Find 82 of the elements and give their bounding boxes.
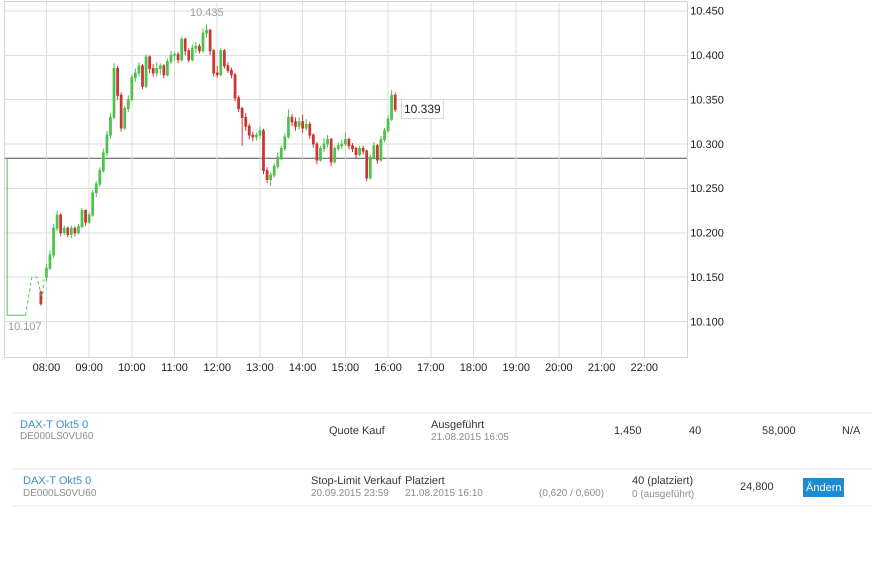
x-tick-label: 20:00: [545, 362, 573, 374]
candlestick: [180, 36, 184, 62]
candlestick: [348, 137, 350, 150]
text: 21.08.2015 16:10: [405, 488, 484, 499]
x-tick-label: 15:00: [332, 362, 360, 374]
candlestick: [326, 134, 329, 148]
candlestick: [74, 226, 76, 237]
candlestick: [258, 126, 262, 140]
candlestick: [330, 137, 333, 167]
text: Quote Kauf: [329, 425, 386, 437]
text: Ändern: [806, 481, 842, 494]
candlestick: [202, 28, 204, 54]
candlestick: [301, 114, 304, 133]
y-tick-label: 10.200: [690, 228, 724, 240]
candlestick: [223, 48, 226, 70]
candlestick: [376, 144, 379, 164]
x-tick-label: 13:00: [246, 362, 274, 374]
text: DE000LS0VU60: [20, 431, 94, 442]
text: 1,450: [614, 425, 642, 437]
x-tick-label: 09:00: [75, 362, 103, 374]
y-tick-label: 10.250: [690, 183, 724, 196]
text: Ausgeführt: [431, 419, 484, 431]
x-tick-label: 16:00: [374, 362, 402, 374]
x-tick-label: 22:00: [630, 362, 658, 374]
candlestick: [158, 62, 162, 76]
text: N/A: [842, 425, 861, 437]
candlestick: [176, 51, 180, 64]
candlestick: [66, 226, 70, 238]
candlestick: [298, 116, 300, 130]
text: 0 (ausgeführt): [632, 489, 694, 500]
text: 40 (platziert): [632, 475, 694, 487]
candlestick: [344, 132, 347, 146]
candlestick: [358, 145, 361, 157]
candlestick: [162, 64, 166, 79]
text: Stop-Limit Verkauf: [311, 475, 402, 487]
text: 24,800: [740, 481, 774, 493]
candlestick: [290, 113, 294, 127]
candlestick: [173, 51, 176, 62]
x-tick-label: 08:00: [32, 362, 60, 374]
x-tick-label: 19:00: [502, 362, 530, 374]
y-tick-label: 10.150: [690, 272, 724, 284]
annotation: 10.339: [404, 102, 442, 116]
text: 40: [689, 425, 702, 437]
annotation: 10.107: [8, 321, 42, 333]
text: DAX-T Okt5 0: [20, 419, 88, 431]
candlestick: [141, 64, 144, 90]
y-tick-label: 10.350: [690, 94, 724, 106]
text: 21.08.2015 16:05: [431, 432, 510, 443]
text: (0,620 / 0,600): [539, 488, 604, 499]
y-tick-label: 10.400: [690, 50, 724, 62]
candlestick: [198, 43, 201, 54]
text: DE000LS0VU60: [23, 488, 97, 499]
y-tick-label: 10.100: [690, 316, 724, 328]
candlestick: [148, 54, 152, 74]
annotation: 10.435: [190, 7, 224, 19]
candlestick: [70, 225, 73, 239]
x-tick-label: 10:00: [118, 362, 146, 374]
text: 20.09.2015 23:59: [311, 488, 390, 499]
x-tick-label: 17:00: [417, 362, 445, 374]
y-tick-label: 10.450: [690, 6, 724, 18]
candlestick: [354, 146, 358, 159]
text: 58,000: [762, 425, 796, 437]
candlestick: [59, 212, 62, 237]
text: DAX-T Okt5 0: [23, 475, 92, 487]
x-tick-label: 14:00: [288, 362, 316, 374]
x-tick-label: 21:00: [588, 362, 616, 374]
candlestick: [333, 145, 336, 164]
text: Platziert: [405, 475, 445, 487]
candlestick: [394, 92, 397, 113]
candlestick: [144, 54, 148, 89]
candlestick: [365, 148, 368, 182]
candlestick: [84, 209, 87, 226]
candlestick: [190, 44, 194, 62]
x-tick-label: 11:00: [161, 362, 188, 374]
candlestick: [294, 116, 297, 132]
x-tick-label: 12:00: [203, 362, 232, 374]
x-tick-label: 18:00: [460, 362, 488, 374]
candlestick: [62, 225, 66, 236]
candlestick: [155, 62, 158, 78]
candlestick: [304, 118, 308, 132]
y-tick-label: 10.300: [690, 138, 724, 151]
candlestick: [219, 48, 222, 78]
